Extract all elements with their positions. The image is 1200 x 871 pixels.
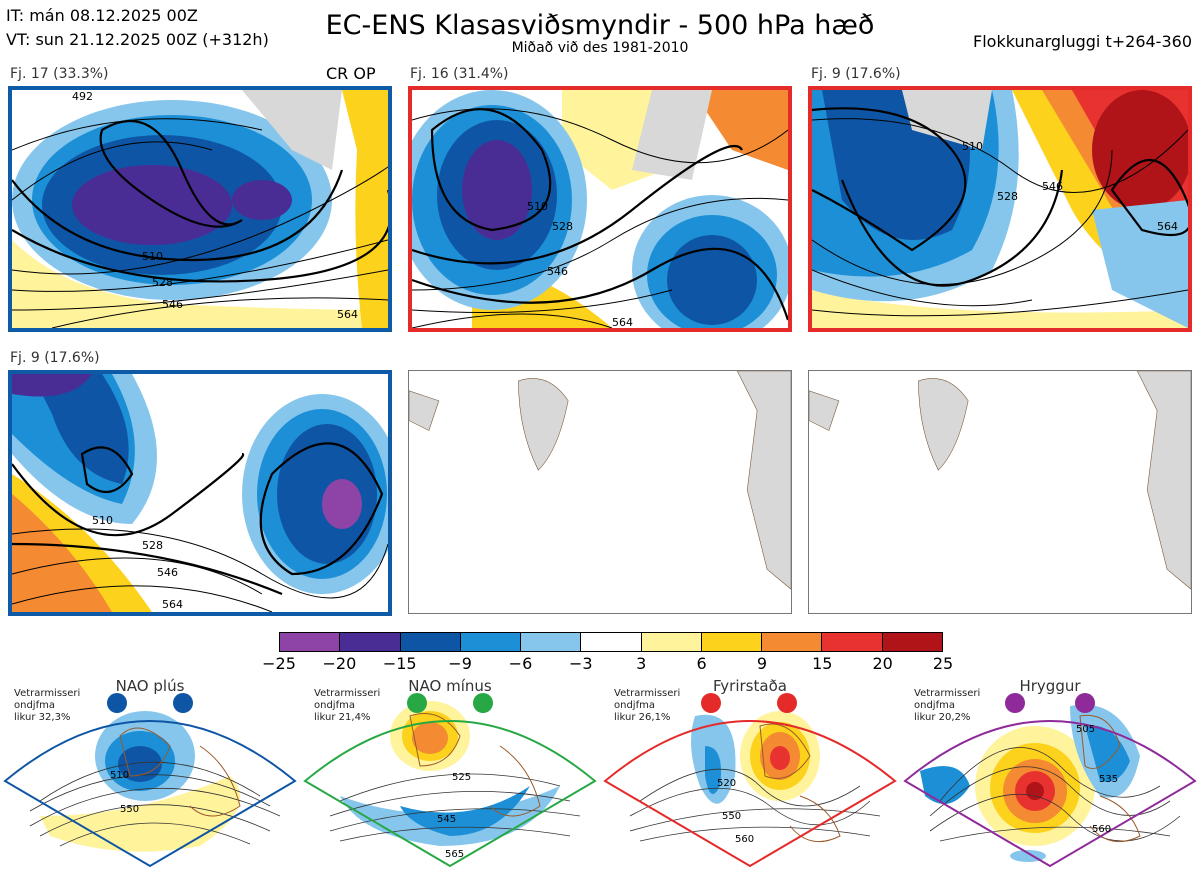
contour-label: 564: [612, 316, 633, 328]
contour-label: 546: [157, 566, 178, 579]
legend-tick-label: −15: [382, 654, 417, 673]
contour-label: 510: [962, 140, 983, 153]
legend-tick-label: −9: [448, 654, 472, 673]
legend-tick-label: 6: [696, 654, 707, 673]
legend-swatch: [280, 633, 341, 651]
contour-label: 528: [152, 276, 173, 289]
regime-marker: [1075, 693, 1095, 713]
legend-tick-label: 9: [756, 654, 767, 673]
contour-label: 510: [527, 200, 548, 213]
empty-map-2: [808, 370, 1192, 614]
contour-label: 505: [1076, 724, 1095, 735]
regime-marker: [107, 693, 127, 713]
cluster-4-label: Fj. 9 (17.6%): [10, 350, 100, 366]
contour-label: 510: [142, 250, 163, 263]
legend-swatch: [581, 633, 642, 651]
contour-label: 510: [110, 770, 129, 781]
regime-marker: [173, 693, 193, 713]
contour-label: 535: [1099, 774, 1118, 785]
legend-swatch: [822, 633, 883, 651]
regime-marker: [473, 693, 493, 713]
legend-swatch: [882, 633, 942, 651]
regime-name: Hryggur: [1019, 677, 1081, 695]
contour-label: 565: [445, 849, 464, 860]
regime-marker: [407, 693, 427, 713]
contour-label: 550: [722, 811, 741, 822]
regime-blocking: 520 550 560 Fyrirstaða Vetrarmisseri ondj…: [600, 676, 900, 871]
cluster-2-map: 510 528 546 564: [408, 86, 792, 332]
contour-label: 564: [337, 308, 358, 321]
regime-nao-plus: 510 550 NAO plús Vetrarmisseri ondjfma lik…: [0, 676, 300, 871]
regime-info: Vetrarmisseri ondjfma likur 21,4%: [314, 688, 381, 723]
contour-label: 546: [1042, 180, 1063, 193]
contour-label: 492: [72, 90, 93, 103]
regime-name: NAO mínus: [408, 677, 492, 695]
regime-info: Vetrarmisseri ondjfma likur 32,3%: [14, 688, 81, 723]
legend-tick-label: 20: [872, 654, 893, 673]
regime-info: Vetrarmisseri ondjfma likur 26,1%: [614, 688, 681, 723]
legend-tick-label: −20: [322, 654, 357, 673]
contour-label: 520: [717, 778, 736, 789]
legend-swatch: [701, 633, 763, 651]
regime-marker: [1005, 693, 1025, 713]
legend-swatch: [521, 633, 582, 651]
regime-ridge: 505 535 560 Hryggur Vetrarmisseri ondjfma…: [900, 676, 1200, 871]
contour-label: 525: [452, 772, 471, 783]
contour-label: 546: [162, 298, 183, 311]
legend-swatch: [762, 633, 823, 651]
legend-swatch: [400, 633, 461, 651]
cluster-1-label: Fj. 17 (33.3%): [10, 66, 109, 82]
cluster-3-map: 510 528 546 564: [808, 86, 1192, 332]
cluster-2-label: Fj. 16 (31.4%): [410, 66, 509, 82]
color-legend: [279, 632, 943, 652]
contour-label: 528: [552, 220, 573, 233]
regime-name: Fyrirstaða: [713, 677, 787, 695]
regime-name: NAO plús: [115, 677, 185, 695]
legend-tick-label: −6: [508, 654, 533, 673]
contour-label: 528: [997, 190, 1018, 203]
contour-label: 546: [547, 265, 568, 278]
cluster-3-label: Fj. 9 (17.6%): [811, 66, 901, 82]
regime-nao-minus: 525 545 565 NAO mínus Vetrarmisseri ondjf…: [300, 676, 600, 871]
cluster-1-badge: CR OP: [326, 64, 376, 83]
contour-label: 510: [92, 514, 113, 527]
legend-swatch: [641, 633, 702, 651]
regime-marker: [701, 693, 721, 713]
legend-tick-label: 3: [636, 654, 647, 673]
contour-label: 528: [142, 539, 163, 552]
legend-tick-label: 25: [932, 654, 954, 673]
initial-time: IT: mán 08.12.2025 00Z: [6, 6, 198, 25]
contour-label: 545: [437, 814, 456, 825]
legend-tick-label: −25: [262, 654, 296, 673]
contour-label: 564: [1157, 220, 1178, 233]
regime-marker: [777, 693, 797, 713]
legend-tick-label: −3: [569, 654, 593, 673]
empty-map-1: [408, 370, 792, 614]
classification-window: Flokkunargluggi t+264-360: [973, 32, 1192, 51]
legend-swatch: [340, 633, 401, 651]
legend-swatch: [460, 633, 522, 651]
contour-label: 560: [1092, 824, 1111, 835]
cluster-1-map: 492 510 528 546 564: [8, 86, 392, 332]
page-subtitle: Miðað við des 1981-2010: [511, 40, 689, 56]
contour-label: 564: [162, 598, 183, 611]
cluster-4-map: 510 528 546 564: [8, 370, 392, 616]
legend-tick-label: 15: [812, 654, 833, 673]
contour-label: 560: [735, 834, 754, 845]
contour-label: 550: [120, 804, 139, 815]
regime-info: Vetrarmisseri ondjfma likur 20,2%: [914, 688, 981, 723]
valid-time: VT: sun 21.12.2025 00Z (+312h): [6, 30, 269, 49]
page-title: EC-ENS Klasasviðsmyndir - 500 hPa hæð: [325, 10, 875, 41]
